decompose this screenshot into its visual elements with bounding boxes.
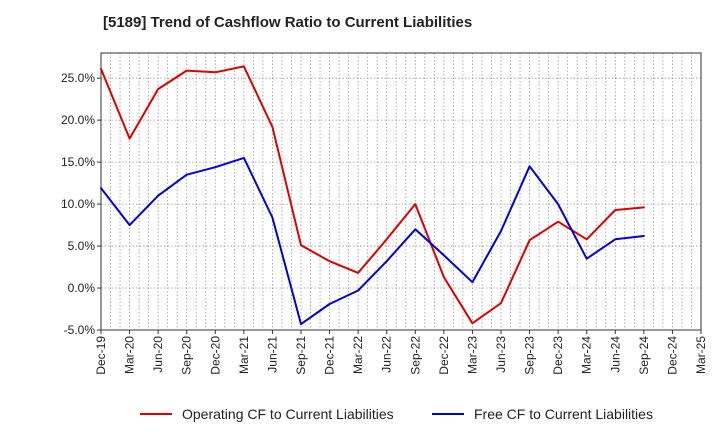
series-line-2 [100,156,645,326]
y-tick-label: 25.0% [61,71,95,85]
x-tick-label: Sep-22 [408,336,422,375]
x-tick-label: Sep-23 [523,336,537,375]
x-tick-label: Dec-24 [665,336,679,375]
x-tick-label: Mar-24 [580,336,594,374]
x-tick-label: Mar-23 [465,336,479,374]
y-tick-label: 15.0% [61,155,95,169]
y-tick-label: 10.0% [61,197,95,211]
x-tick-label: Mar-21 [237,336,251,374]
legend-label-1: Operating CF to Current Liabilities [182,406,394,422]
x-tick-label: Dec-19 [94,336,108,375]
series-line-1 [100,65,645,325]
x-tick-label: Jun-23 [494,336,508,373]
chart-title: [5189] Trend of Cashflow Ratio to Curren… [103,14,473,31]
x-tick-label: Dec-22 [437,336,451,375]
x-tick-label: Jun-24 [608,336,622,373]
x-tick-label: Sep-21 [294,336,308,375]
x-tick-label: Dec-20 [208,336,222,375]
x-tick-label: Jun-20 [151,336,165,373]
x-tick-label: Mar-20 [123,336,137,374]
x-tick-label: Sep-20 [180,336,194,375]
x-tick-label: Jun-22 [380,336,394,373]
x-tick-label: Dec-23 [551,336,565,375]
legend-label-2: Free CF to Current Liabilities [474,406,653,422]
y-tick-label: 0.0% [68,281,96,295]
y-tick-label: -5.0% [64,323,96,337]
y-tick-label: 5.0% [68,239,96,253]
x-tick-label: Mar-22 [351,336,365,374]
x-tick-label: Mar-25 [694,336,708,374]
plot-border [100,52,702,331]
x-tick-label: Jun-21 [265,336,279,373]
plot-area [101,53,701,330]
x-tick-label: Dec-21 [323,336,337,375]
x-tick-label: Sep-24 [637,336,651,375]
y-tick-label: 20.0% [61,113,95,127]
